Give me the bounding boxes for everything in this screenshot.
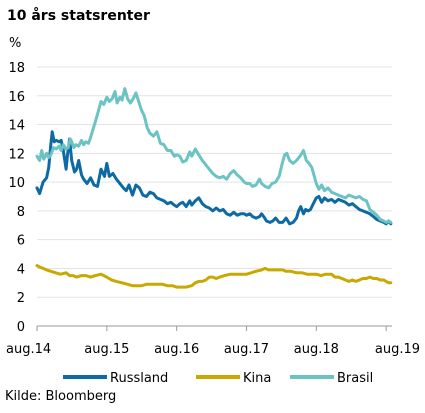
source-note: Kilde: Bloomberg <box>5 389 116 404</box>
y-tick-label: 2 <box>17 291 25 306</box>
x-tick-label: aug.19 <box>375 342 420 357</box>
y-tick-label: 18 <box>8 61 25 76</box>
series-lines <box>35 87 393 289</box>
x-tick-label: aug.14 <box>6 342 51 357</box>
x-tick-label: aug.17 <box>224 342 269 357</box>
legend-label-kina: Kina <box>243 371 271 386</box>
x-tick-label: aug.16 <box>154 342 199 357</box>
x-tick-label: aug.15 <box>84 342 129 357</box>
y-tick-label: 12 <box>8 147 25 162</box>
y-axis-ticks: 0 2 4 6 8 10 12 14 16 18 <box>8 61 25 335</box>
chart-title: 10 års statsrenter <box>7 7 150 24</box>
legend: Russland Kina Brasil <box>63 371 373 386</box>
y-axis-unit-label: % <box>9 36 21 51</box>
y-tick-label: 16 <box>8 90 25 105</box>
legend-label-russland: Russland <box>110 371 168 386</box>
x-tick-label: aug.18 <box>294 342 339 357</box>
series-line-brasil <box>35 87 393 224</box>
y-tick-label: 6 <box>17 234 25 249</box>
y-tick-label: 4 <box>17 262 25 277</box>
y-tick-label: 8 <box>17 205 25 220</box>
y-tick-label: 14 <box>8 119 25 134</box>
series-line-kina <box>35 264 393 289</box>
y-tick-label: 0 <box>17 320 25 335</box>
series-line-russland <box>35 130 393 226</box>
x-axis-ticks: aug.14 aug.15 aug.16 aug.17 aug.18 aug.19 <box>6 326 420 357</box>
y-tick-label: 10 <box>8 176 25 191</box>
legend-label-brasil: Brasil <box>337 371 373 386</box>
